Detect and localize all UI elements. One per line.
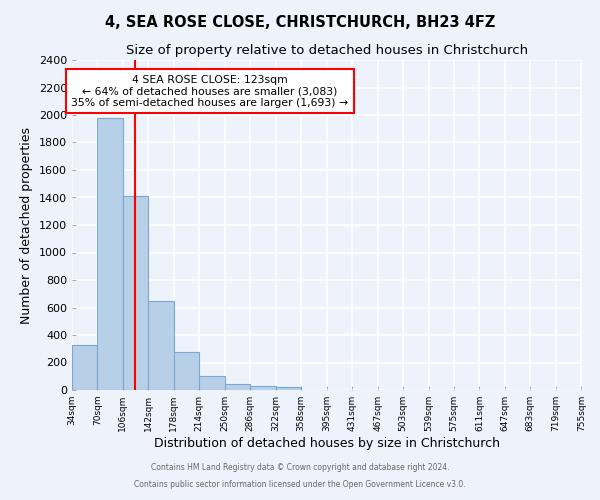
Bar — [199, 376, 225, 390]
Bar — [97, 118, 123, 390]
Text: Contains public sector information licensed under the Open Government Licence v3: Contains public sector information licen… — [134, 480, 466, 489]
Bar — [174, 352, 199, 390]
Bar — [225, 384, 250, 390]
Text: Contains HM Land Registry data © Crown copyright and database right 2024.: Contains HM Land Registry data © Crown c… — [151, 464, 449, 472]
Text: 4 SEA ROSE CLOSE: 123sqm
← 64% of detached houses are smaller (3,083)
35% of sem: 4 SEA ROSE CLOSE: 123sqm ← 64% of detach… — [71, 75, 348, 108]
Title: Size of property relative to detached houses in Christchurch: Size of property relative to detached ho… — [126, 44, 528, 58]
Bar — [123, 196, 148, 390]
Bar — [72, 346, 97, 390]
Bar — [148, 300, 174, 390]
Bar — [250, 386, 276, 390]
Text: 4, SEA ROSE CLOSE, CHRISTCHURCH, BH23 4FZ: 4, SEA ROSE CLOSE, CHRISTCHURCH, BH23 4F… — [105, 15, 495, 30]
Y-axis label: Number of detached properties: Number of detached properties — [20, 126, 34, 324]
X-axis label: Distribution of detached houses by size in Christchurch: Distribution of detached houses by size … — [154, 437, 500, 450]
Bar — [276, 387, 301, 390]
